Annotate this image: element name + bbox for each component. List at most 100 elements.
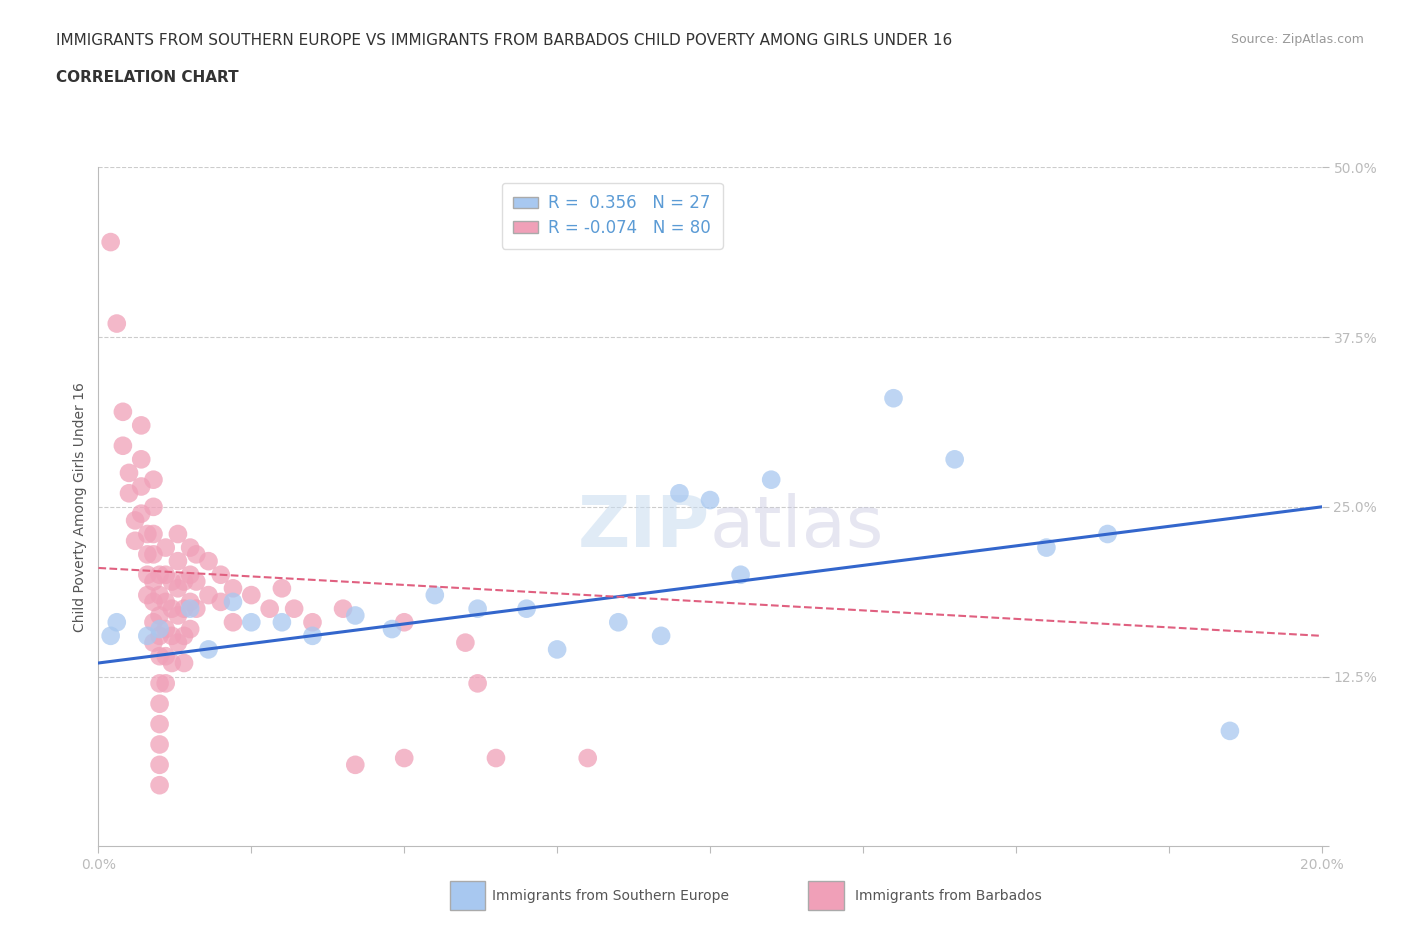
Point <box>129 418 152 432</box>
Point <box>222 594 245 609</box>
Point <box>142 547 165 562</box>
Point <box>173 656 195 671</box>
Point <box>516 602 538 617</box>
Y-axis label: Child Poverty Among Girls Under 16: Child Poverty Among Girls Under 16 <box>73 382 87 631</box>
Point <box>650 629 672 644</box>
Point <box>222 615 245 630</box>
Point <box>136 567 159 582</box>
Point <box>118 466 141 481</box>
Point <box>124 534 146 549</box>
Point <box>301 615 323 630</box>
Point <box>197 553 219 568</box>
Point <box>111 405 134 419</box>
Point <box>1035 540 1057 555</box>
Point <box>344 757 367 772</box>
Point <box>668 485 690 500</box>
Point <box>155 567 177 582</box>
Text: ZIP: ZIP <box>578 493 710 562</box>
Point <box>173 602 195 617</box>
Point <box>179 594 201 609</box>
Point <box>467 676 489 691</box>
Point <box>111 438 134 453</box>
Point <box>392 615 416 630</box>
Point <box>423 588 446 603</box>
Point <box>699 493 721 508</box>
Point <box>142 499 165 514</box>
Point <box>186 574 208 589</box>
Point <box>381 621 404 636</box>
Point <box>160 574 183 589</box>
Point <box>179 602 201 617</box>
Point <box>136 588 159 603</box>
Point <box>105 615 128 630</box>
Point <box>197 588 219 603</box>
Point <box>173 629 195 644</box>
Point <box>283 602 305 617</box>
Point <box>149 588 172 603</box>
Point <box>129 479 152 494</box>
Point <box>197 642 219 657</box>
Point <box>149 717 172 732</box>
Point <box>160 629 183 644</box>
Point <box>167 581 190 596</box>
Point <box>118 485 141 500</box>
Point <box>124 513 146 528</box>
FancyBboxPatch shape <box>808 882 844 910</box>
Point <box>270 581 292 596</box>
Text: Immigrants from Southern Europe: Immigrants from Southern Europe <box>492 889 730 903</box>
Point <box>467 602 489 617</box>
Point <box>222 581 245 596</box>
Point <box>186 547 208 562</box>
FancyBboxPatch shape <box>450 882 485 910</box>
Point <box>100 234 122 249</box>
Point <box>943 452 966 467</box>
Point <box>167 608 190 623</box>
Point <box>240 588 263 603</box>
Point <box>209 594 232 609</box>
Point <box>149 649 172 664</box>
Point <box>167 526 190 541</box>
Point <box>155 594 177 609</box>
Point <box>149 697 172 711</box>
Point <box>142 594 165 609</box>
Point <box>155 540 177 555</box>
Point <box>142 635 165 650</box>
Legend: R =  0.356   N = 27, R = -0.074   N = 80: R = 0.356 N = 27, R = -0.074 N = 80 <box>502 182 723 248</box>
Point <box>149 621 172 636</box>
Point <box>167 553 190 568</box>
Text: CORRELATION CHART: CORRELATION CHART <box>56 70 239 85</box>
Point <box>160 656 183 671</box>
Point <box>485 751 508 765</box>
Point <box>259 602 281 617</box>
Point <box>1097 526 1119 541</box>
Point <box>759 472 782 487</box>
Point <box>1219 724 1241 738</box>
Point <box>149 777 172 792</box>
Point <box>149 737 172 751</box>
Point <box>155 676 177 691</box>
Point <box>454 635 477 650</box>
Point <box>240 615 263 630</box>
Point <box>100 629 122 644</box>
Point <box>209 567 232 582</box>
Point <box>129 452 152 467</box>
Point <box>142 526 165 541</box>
Point <box>883 391 905 405</box>
Text: Source: ZipAtlas.com: Source: ZipAtlas.com <box>1230 33 1364 46</box>
Point <box>136 526 159 541</box>
Point <box>129 506 152 521</box>
Point <box>332 602 354 617</box>
Point <box>730 567 752 582</box>
Point <box>155 649 177 664</box>
Point <box>149 629 172 644</box>
Text: IMMIGRANTS FROM SOUTHERN EUROPE VS IMMIGRANTS FROM BARBADOS CHILD POVERTY AMONG : IMMIGRANTS FROM SOUTHERN EUROPE VS IMMIG… <box>56 33 952 47</box>
Text: Immigrants from Barbados: Immigrants from Barbados <box>855 889 1042 903</box>
Point <box>149 567 172 582</box>
Point <box>105 316 128 331</box>
Point <box>142 472 165 487</box>
Point <box>179 567 201 582</box>
Point <box>607 615 630 630</box>
Point <box>546 642 568 657</box>
Point <box>149 757 172 772</box>
Point <box>173 574 195 589</box>
